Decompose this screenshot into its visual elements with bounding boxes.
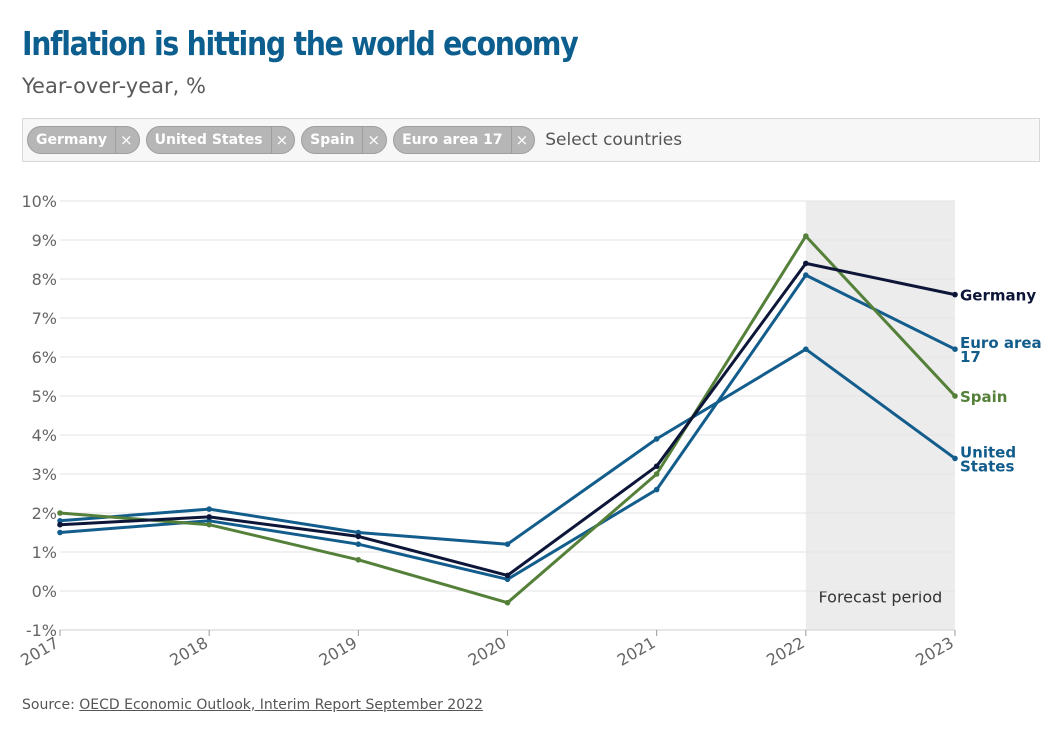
country-selector[interactable]: Germany × United States × Spain × Euro a… [22, 118, 1040, 162]
chip-divider [362, 126, 364, 154]
chip-germany[interactable]: Germany × [27, 126, 140, 154]
y-tick-label: 5% [32, 387, 57, 406]
y-tick-label: 8% [32, 270, 57, 289]
chart-title: Inflation is hitting the world economy [22, 24, 579, 63]
series-label-united-states: United States [960, 443, 1016, 475]
forecast-region [805, 201, 955, 630]
data-point-germany [57, 521, 63, 528]
y-tick-label: 10% [21, 192, 57, 211]
forecast-label: Forecast period [819, 588, 943, 607]
chip-euro-area-17[interactable]: Euro area 17 × [393, 126, 536, 154]
chip-united-states[interactable]: United States × [145, 126, 296, 154]
line-chart: Forecast period -1% 0% 1% 2% 3% 4% 5% 6% 7% 8% 9% 10… [17, 192, 1042, 670]
series-label-line: States [960, 457, 1014, 475]
chip-spain[interactable]: Spain × [301, 126, 388, 154]
data-point-euro-area-17 [803, 272, 809, 278]
series-label-line: Spain [960, 388, 1007, 406]
chip-divider [270, 126, 272, 154]
x-tick-label: 2021 [614, 633, 659, 670]
y-tick-label: 7% [32, 309, 57, 328]
close-icon[interactable]: × [275, 131, 289, 149]
chip-divider [115, 126, 117, 154]
data-point-united-states [57, 518, 63, 524]
series-label-line: United [960, 443, 1016, 461]
data-point-germany [206, 514, 212, 520]
data-point-germany [355, 533, 362, 540]
y-tick-label: 6% [32, 348, 57, 367]
y-tick-label: 9% [32, 231, 57, 250]
data-point-united-states [803, 346, 809, 352]
data-point-united-states [504, 541, 511, 547]
series-label-line: 17 [960, 348, 981, 366]
data-point-germany [803, 260, 809, 267]
series-label-spain: Spain [960, 388, 1007, 406]
data-point-spain [952, 393, 958, 399]
data-point-united-states [355, 529, 362, 536]
data-point-euro-area-17 [355, 541, 362, 547]
data-point-spain [206, 521, 212, 528]
close-icon[interactable]: × [515, 131, 529, 149]
select-countries-input[interactable]: Select countries [545, 130, 683, 150]
source-note: Source: OECD Economic Outlook, Interim R… [22, 697, 483, 713]
data-point-united-states [653, 436, 660, 442]
data-point-spain [504, 599, 511, 606]
x-tick-label: 2018 [166, 633, 211, 670]
series-label-germany: Germany [960, 287, 1036, 305]
y-tick-label: 0% [32, 582, 57, 601]
chip-label: Germany [36, 132, 108, 148]
chip-label: Euro area 17 [402, 132, 503, 148]
source-label: Source: [22, 697, 75, 713]
data-point-euro-area-17 [952, 346, 958, 352]
data-point-spain [57, 510, 63, 516]
series-label-line: Germany [960, 287, 1036, 305]
data-point-united-states [952, 455, 958, 462]
y-tick-label: -1% [26, 621, 57, 640]
data-point-united-states [206, 506, 212, 512]
chip-divider [510, 126, 512, 154]
y-tick-label: 4% [32, 426, 57, 445]
data-point-euro-area-17 [653, 486, 660, 493]
source-link[interactable]: OECD Economic Outlook, Interim Report Se… [79, 697, 483, 713]
data-point-euro-area-17 [57, 529, 63, 536]
close-icon[interactable]: × [120, 131, 133, 149]
y-tick-label: 2% [32, 504, 57, 523]
data-point-spain [355, 557, 362, 563]
data-point-germany [653, 463, 660, 470]
chip-label: Spain [310, 132, 355, 148]
x-tick-label: 2019 [316, 633, 361, 670]
series-label-line: Euro area [960, 334, 1042, 352]
y-tick-label: 3% [32, 465, 57, 484]
close-icon[interactable]: × [367, 131, 381, 149]
data-point-euro-area-17 [206, 518, 212, 524]
x-tick-label: 2022 [763, 633, 808, 670]
data-point-spain [653, 471, 660, 477]
data-point-euro-area-17 [504, 576, 511, 583]
y-tick-label: 1% [32, 543, 57, 562]
chip-label: United States [154, 132, 263, 148]
series-label-euro-area-17: Euro area 17 [960, 334, 1042, 366]
data-point-germany [504, 572, 511, 579]
x-tick-label: 2020 [465, 633, 510, 670]
data-point-spain [803, 233, 809, 239]
chart-subtitle: Year-over-year, % [22, 74, 206, 98]
data-point-germany [952, 291, 958, 298]
x-tick-label: 2023 [912, 633, 957, 670]
